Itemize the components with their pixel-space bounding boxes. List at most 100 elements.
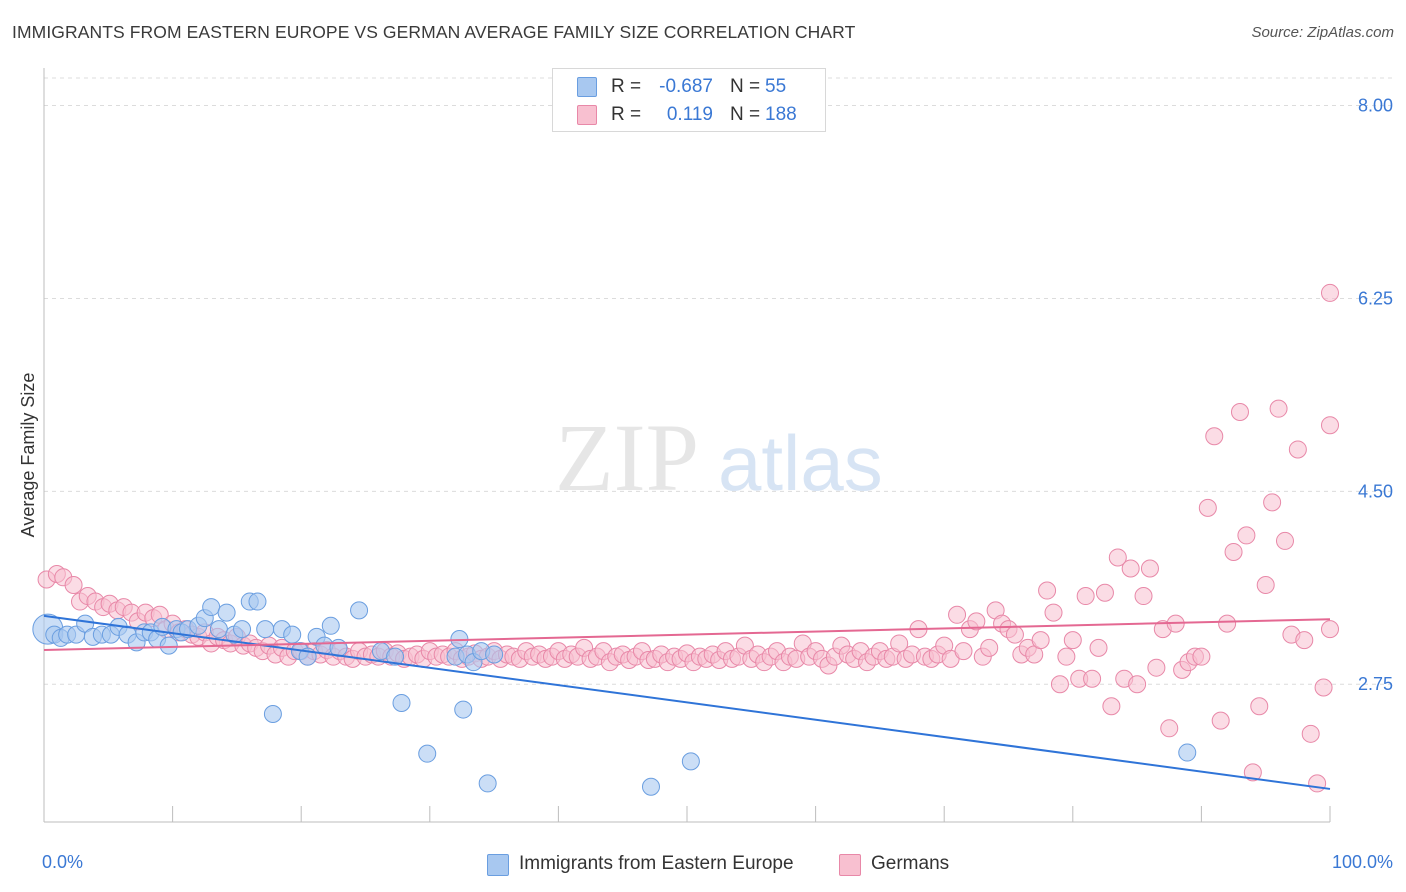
- eastern-europe-point[interactable]: [392, 693, 411, 712]
- germans-point[interactable]: [1140, 559, 1159, 578]
- eastern-europe-point[interactable]: [1178, 743, 1197, 762]
- eastern-europe-point[interactable]: [202, 598, 221, 617]
- legend-row-eastern-europe: R = -0.687 N = 55: [553, 73, 825, 101]
- germans-point[interactable]: [1321, 620, 1339, 639]
- eastern-europe-point[interactable]: [641, 777, 660, 796]
- germans-point[interactable]: [1057, 647, 1076, 666]
- germans-point[interactable]: [890, 634, 909, 653]
- germans-point[interactable]: [64, 576, 83, 595]
- germans-point[interactable]: [1230, 402, 1249, 421]
- legend-r-label: R =: [611, 104, 642, 125]
- y-axis-label: Average Family Size: [18, 373, 38, 538]
- legend-swatch-blue: [577, 77, 597, 97]
- legend-n-label: N =: [730, 76, 761, 97]
- germans-point[interactable]: [1121, 559, 1140, 578]
- germans-point[interactable]: [1044, 603, 1063, 622]
- eastern-europe-point[interactable]: [386, 647, 405, 666]
- germans-point[interactable]: [1308, 774, 1327, 793]
- germans-point[interactable]: [1128, 675, 1147, 694]
- watermark-atlas: atlas: [718, 419, 883, 507]
- legend-r-value: 0.119: [666, 104, 713, 125]
- germans-point[interactable]: [1038, 581, 1057, 600]
- legend-n-value: 55: [765, 76, 787, 97]
- germans-point[interactable]: [1250, 697, 1269, 716]
- germans-point[interactable]: [1031, 631, 1050, 650]
- eastern-europe-point[interactable]: [418, 744, 437, 763]
- eastern-europe-point[interactable]: [350, 601, 369, 620]
- eastern-europe-point[interactable]: [159, 636, 178, 655]
- germans-point[interactable]: [1224, 542, 1243, 561]
- germans-point[interactable]: [1321, 283, 1339, 302]
- legend-n-value: 188: [765, 104, 797, 125]
- x-tick-label: 100.0%: [1332, 852, 1393, 872]
- germans-point[interactable]: [1237, 526, 1256, 545]
- germans-point[interactable]: [1076, 587, 1095, 606]
- germans-point[interactable]: [954, 642, 973, 661]
- eastern-europe-points: [32, 592, 1197, 796]
- tick-labels: 2.75 4.50 6.25 8.00 0.0% 100.0%: [42, 96, 1393, 872]
- series-legend: Immigrants from Eastern Europe Germans: [0, 852, 1406, 880]
- eastern-europe-point[interactable]: [321, 616, 340, 635]
- y-tick-label: 4.50: [1358, 481, 1393, 501]
- germans-point[interactable]: [1063, 631, 1082, 650]
- germans-points: [37, 283, 1339, 793]
- y-tick-label: 6.25: [1358, 288, 1393, 308]
- germans-point[interactable]: [1211, 711, 1230, 730]
- x-tick-label: 0.0%: [42, 852, 83, 872]
- germans-point[interactable]: [1089, 638, 1108, 657]
- germans-point[interactable]: [980, 638, 999, 657]
- eastern-europe-point[interactable]: [76, 614, 95, 633]
- eastern-europe-point[interactable]: [263, 704, 282, 723]
- germans-point[interactable]: [1005, 625, 1024, 644]
- eastern-europe-point[interactable]: [283, 625, 302, 644]
- germans-point[interactable]: [1102, 697, 1121, 716]
- germans-point[interactable]: [1314, 678, 1333, 697]
- germans-point[interactable]: [1134, 587, 1153, 606]
- germans-point[interactable]: [1095, 583, 1114, 602]
- germans-point[interactable]: [1243, 763, 1262, 782]
- legend-swatch-blue: [487, 854, 509, 876]
- germans-point[interactable]: [1192, 647, 1211, 666]
- correlation-legend: R = -0.687 N = 55 R = 0.119 N = 188: [552, 68, 826, 132]
- eastern-europe-point[interactable]: [233, 620, 252, 639]
- axes: [43, 68, 1331, 823]
- germans-point[interactable]: [1256, 576, 1275, 595]
- germans-trend-line: [43, 618, 1331, 652]
- germans-point[interactable]: [948, 605, 967, 624]
- germans-point[interactable]: [1083, 669, 1102, 688]
- germans-point[interactable]: [1108, 548, 1127, 567]
- eastern-europe-point[interactable]: [217, 603, 236, 622]
- legend-row-germans: R = 0.119 N = 188: [553, 101, 825, 129]
- eastern-europe-point[interactable]: [478, 774, 497, 793]
- germans-point[interactable]: [1147, 658, 1166, 677]
- legend-swatch-pink: [577, 105, 597, 125]
- germans-point[interactable]: [1301, 724, 1320, 743]
- y-tick-label: 2.75: [1358, 674, 1393, 694]
- legend-r-value: -0.687: [659, 76, 713, 97]
- trend-lines: [43, 614, 1331, 790]
- germans-point[interactable]: [1275, 531, 1294, 550]
- germans-point[interactable]: [1288, 440, 1307, 459]
- eastern-europe-point[interactable]: [681, 752, 700, 771]
- germans-point[interactable]: [1050, 675, 1069, 694]
- legend-label: Immigrants from Eastern Europe: [519, 853, 794, 874]
- eastern-europe-point[interactable]: [248, 592, 267, 611]
- germans-point[interactable]: [1321, 416, 1339, 435]
- germans-point[interactable]: [967, 612, 986, 631]
- germans-point[interactable]: [1160, 719, 1179, 738]
- watermark-zip: ZIP: [555, 404, 699, 511]
- eastern-europe-point[interactable]: [256, 620, 275, 639]
- chart-title: IMMIGRANTS FROM EASTERN EUROPE VS GERMAN…: [12, 22, 856, 42]
- germans-point[interactable]: [1218, 614, 1237, 633]
- legend-r-label: R =: [611, 76, 642, 97]
- legend-n-label: N =: [730, 104, 761, 125]
- germans-point[interactable]: [1205, 427, 1224, 446]
- eastern-europe-point[interactable]: [454, 700, 473, 719]
- germans-point[interactable]: [1198, 498, 1217, 517]
- germans-point[interactable]: [1269, 399, 1288, 418]
- eastern-europe-point[interactable]: [485, 645, 504, 664]
- germans-point[interactable]: [1263, 493, 1282, 512]
- eastern-europe-point[interactable]: [209, 620, 228, 639]
- germans-point[interactable]: [1295, 631, 1314, 650]
